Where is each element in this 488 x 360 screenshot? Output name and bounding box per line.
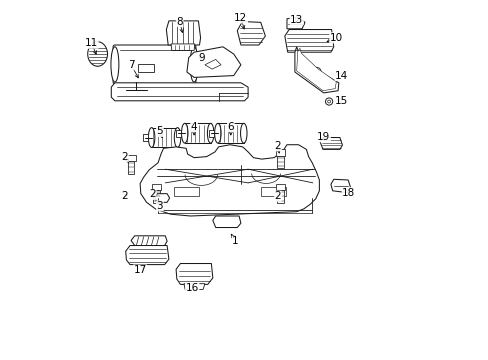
- Bar: [142, 134, 147, 141]
- Polygon shape: [183, 284, 204, 289]
- Circle shape: [311, 67, 321, 77]
- Ellipse shape: [207, 123, 213, 143]
- Ellipse shape: [190, 47, 198, 82]
- Polygon shape: [166, 21, 200, 45]
- Text: 19: 19: [316, 132, 330, 142]
- Polygon shape: [237, 22, 265, 45]
- Bar: [275, 149, 285, 156]
- Polygon shape: [111, 83, 247, 101]
- Circle shape: [325, 98, 332, 105]
- Polygon shape: [140, 145, 319, 216]
- Text: 16: 16: [185, 283, 199, 293]
- Ellipse shape: [174, 128, 181, 148]
- Text: 13: 13: [289, 15, 303, 25]
- Polygon shape: [320, 138, 342, 149]
- Bar: [126, 155, 136, 161]
- Ellipse shape: [240, 123, 246, 143]
- Polygon shape: [176, 264, 212, 284]
- Polygon shape: [204, 59, 221, 69]
- Text: 2: 2: [274, 191, 281, 201]
- Bar: [151, 127, 177, 148]
- Text: 10: 10: [329, 33, 342, 43]
- Bar: [138, 64, 154, 72]
- Text: 17: 17: [133, 265, 146, 275]
- Bar: [275, 184, 285, 190]
- Ellipse shape: [181, 123, 187, 143]
- Ellipse shape: [87, 42, 107, 66]
- Bar: [277, 156, 283, 168]
- Ellipse shape: [111, 47, 119, 82]
- Text: 2: 2: [149, 189, 156, 199]
- Circle shape: [327, 100, 330, 103]
- Text: 6: 6: [227, 122, 234, 132]
- Text: 18: 18: [342, 188, 355, 198]
- Text: 5: 5: [156, 126, 163, 136]
- Polygon shape: [296, 48, 336, 91]
- Polygon shape: [212, 216, 241, 228]
- Bar: [153, 190, 159, 203]
- FancyBboxPatch shape: [113, 45, 196, 84]
- Polygon shape: [294, 47, 338, 93]
- Text: 4: 4: [190, 122, 197, 132]
- Text: 7: 7: [127, 60, 134, 70]
- Bar: [175, 130, 181, 137]
- Text: 1: 1: [232, 236, 238, 246]
- Text: 15: 15: [334, 96, 347, 106]
- Bar: [151, 184, 161, 190]
- Text: 12: 12: [234, 13, 247, 23]
- Text: 3: 3: [156, 201, 163, 211]
- Text: 2: 2: [122, 152, 128, 162]
- Text: 14: 14: [334, 71, 347, 81]
- Polygon shape: [330, 179, 350, 193]
- Text: 2: 2: [122, 191, 128, 201]
- Polygon shape: [125, 246, 168, 265]
- Polygon shape: [154, 194, 169, 202]
- Bar: [184, 123, 210, 143]
- Bar: [218, 123, 244, 143]
- Bar: [277, 190, 283, 203]
- Polygon shape: [131, 236, 167, 246]
- Polygon shape: [286, 17, 305, 29]
- Polygon shape: [186, 47, 241, 77]
- Polygon shape: [284, 30, 333, 52]
- Bar: [127, 161, 134, 174]
- Ellipse shape: [148, 128, 155, 148]
- Bar: [260, 187, 285, 196]
- Ellipse shape: [214, 123, 221, 143]
- Text: 8: 8: [176, 17, 183, 27]
- Bar: [174, 187, 199, 196]
- Polygon shape: [171, 44, 194, 50]
- Text: 11: 11: [85, 38, 98, 48]
- Text: 2: 2: [274, 141, 281, 151]
- Bar: [208, 130, 213, 137]
- Text: 9: 9: [198, 53, 204, 63]
